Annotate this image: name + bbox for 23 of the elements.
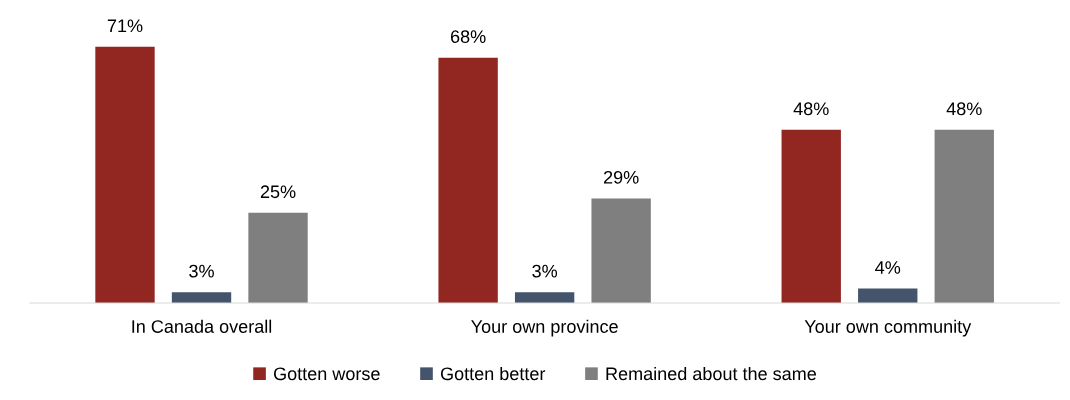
legend-label: Gotten worse [274,367,380,381]
x-tick-label: Your own province [471,319,618,337]
bar [171,292,232,303]
x-tick-label: In Canada overall [132,319,272,333]
data-label: 29% [603,170,639,184]
data-label: 25% [260,185,296,199]
legend-label: Gotten better [440,366,546,381]
x-tick-label: Your own community [804,319,972,337]
data-label: 4% [875,261,901,274]
data-label: 71% [107,19,143,33]
bar [934,129,994,303]
bar [591,198,651,303]
bar [514,292,575,303]
bar [781,129,841,303]
data-label: 68% [450,30,486,43]
data-label: 48% [946,102,982,116]
data-label: 3% [532,264,558,278]
data-label: 48% [793,102,829,116]
data-label: 3% [189,264,214,278]
bar [438,57,498,303]
bar [248,212,308,303]
bar [95,46,155,303]
legend-label: Remained about the same [606,366,816,381]
